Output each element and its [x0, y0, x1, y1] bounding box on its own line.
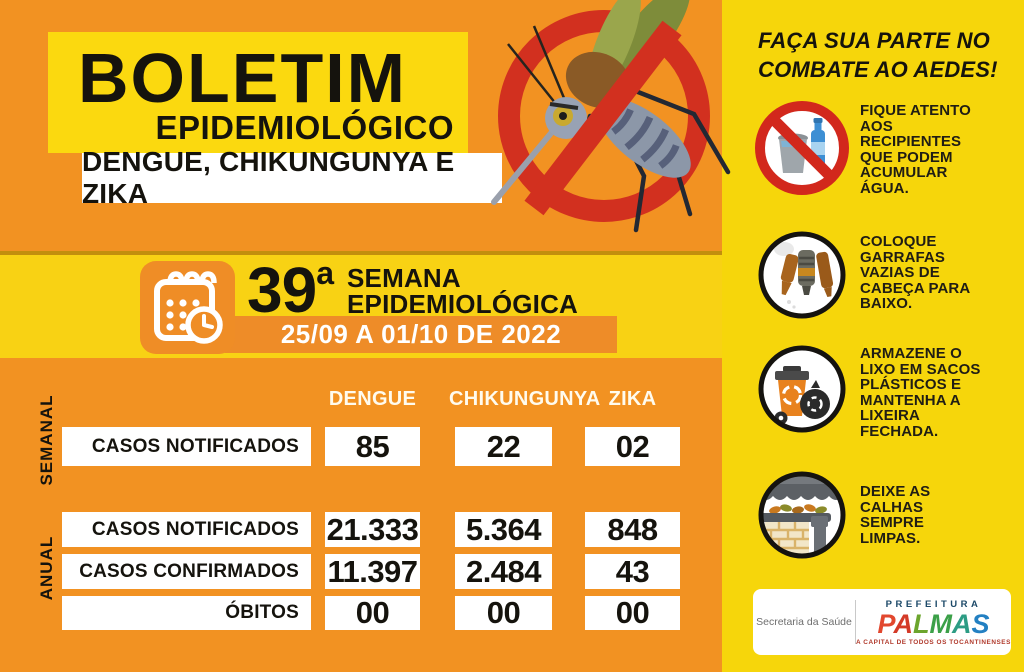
value-chikungunya: 00	[455, 595, 552, 630]
sidebar-title-line1: FAÇA SUA PARTE NO	[758, 28, 990, 53]
section-label-anual: ANUAL	[37, 535, 56, 601]
value-zika: 848	[585, 512, 680, 547]
value-dengue: 00	[325, 595, 420, 630]
health-department-label: Secretaria da Saúde	[756, 616, 852, 628]
tip-text: COLOQUE GARRAFAS VAZIAS DE CABEÇA PARA B…	[860, 233, 970, 313]
calendar-icon	[140, 261, 235, 354]
bulletin-title: BOLETIM	[78, 39, 407, 117]
week-label: SEMANA EPIDEMIOLÓGICA	[347, 263, 579, 319]
prevention-sidebar: FAÇA SUA PARTE NO COMBATE AO AEDES!	[722, 0, 1024, 672]
footer-logo-box: Secretaria da Saúde PREFEITURA PALMAS A …	[753, 589, 1011, 655]
no-mosquito-icon	[491, 0, 731, 233]
week-banner: 25/09 A 01/10 DE 2022 39a SEMANA EPIDEMI…	[0, 251, 722, 358]
value-chikungunya: 5.364	[455, 512, 552, 547]
column-header-chikungunya: CHIKUNGUNYA	[449, 388, 601, 410]
tip-text: FIQUE ATENTO AOS RECIPIENTES QUE PODEM A…	[860, 102, 971, 197]
section-label-semanal: SEMANAL	[37, 394, 56, 486]
tip-text: ARMAZENE O LIXO EM SACOS PLÁSTICOS E MAN…	[860, 345, 981, 440]
diseases-subtitle: DENGUE, CHIKUNGUNYA E ZIKA	[82, 146, 455, 209]
value-zika: 43	[585, 554, 680, 589]
bottles-upside-down-icon	[758, 231, 846, 319]
value-zika: 00	[585, 595, 680, 630]
value-chikungunya: 2.484	[455, 554, 552, 589]
value-dengue: 21.333	[325, 511, 420, 547]
logo-prefeitura-text: PREFEITURA	[885, 599, 982, 611]
value-dengue: 11.397	[325, 554, 420, 589]
clean-gutter-icon	[758, 471, 846, 559]
value-chikungunya: 22	[455, 427, 552, 466]
row-label: ÓBITOS	[62, 596, 311, 630]
bulletin-title-line2: EPIDEMIOLÓGICO	[155, 109, 454, 146]
title-box: BOLETIM EPIDEMIOLÓGICO	[48, 32, 468, 153]
row-label: CASOS CONFIRMADOS	[62, 554, 311, 589]
week-number: 39a	[247, 254, 334, 326]
no-water-containers-icon	[755, 101, 849, 195]
tip-text: DEIXE AS CALHAS SEMPRE LIMPAS.	[860, 483, 931, 547]
date-range-bar: 25/09 A 01/10 DE 2022	[225, 316, 617, 353]
value-dengue: 85	[325, 427, 420, 466]
closed-trash-bin-icon	[758, 345, 846, 433]
column-header-dengue: DENGUE	[328, 388, 417, 410]
row-label: CASOS NOTIFICADOS	[62, 512, 311, 547]
sidebar-title: FAÇA SUA PARTE NO COMBATE AO AEDES!	[758, 26, 1008, 84]
value-zika: 02	[585, 427, 680, 466]
column-header-zika: ZIKA	[608, 388, 657, 410]
palmas-city-logo: PREFEITURA PALMAS A CAPITAL DE TODOS OS …	[856, 598, 1011, 646]
logo-divider	[855, 600, 856, 644]
date-range-text: 25/09 A 01/10 DE 2022	[280, 319, 562, 349]
diseases-subtitle-box: DENGUE, CHIKUNGUNYA E ZIKA	[82, 146, 502, 209]
row-label: CASOS NOTIFICADOS	[62, 427, 311, 466]
logo-palmas-text: PALMAS	[877, 608, 990, 639]
sidebar-title-line2: COMBATE AO AEDES!	[758, 57, 998, 82]
logo-tagline-text: A CAPITAL DE TODOS OS TOCANTINENSES	[856, 638, 1011, 646]
